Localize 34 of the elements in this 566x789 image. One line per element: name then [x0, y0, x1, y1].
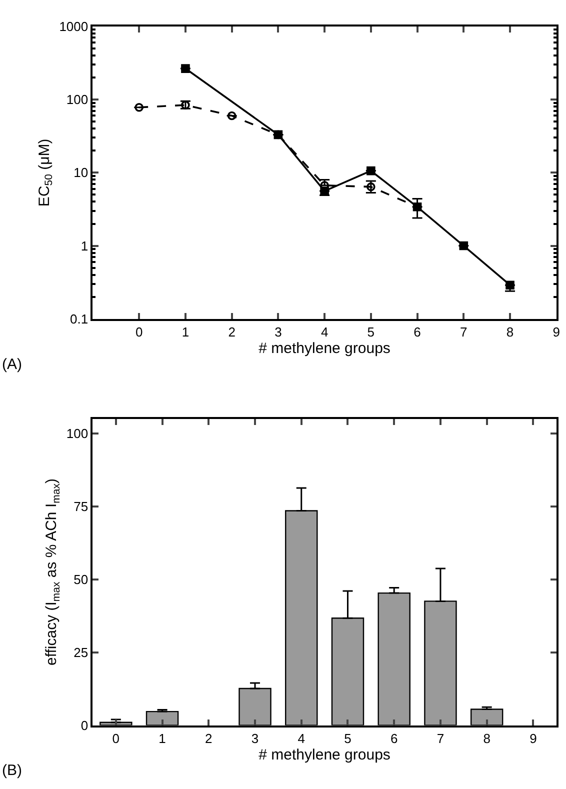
- x-tick-label: 8: [506, 324, 514, 340]
- x-tick-label: 0: [135, 324, 143, 340]
- y-tick-label: 10: [74, 165, 88, 180]
- x-tick-label: 9: [552, 324, 560, 340]
- y-tick-label: 100: [66, 92, 88, 108]
- x-tick-label: 5: [367, 324, 375, 340]
- x-tick-label: 2: [228, 324, 236, 340]
- x-tick-label: 7: [460, 324, 468, 340]
- x-tick-label: 4: [298, 730, 305, 746]
- y-tick-label: 0: [80, 718, 88, 733]
- y-tick-label: 1000: [59, 18, 88, 34]
- y-tick-label: 100: [66, 426, 88, 441]
- x-tick-label: 4: [320, 324, 328, 340]
- x-tick-label: 1: [158, 730, 166, 746]
- x-tick-label: 3: [274, 324, 282, 340]
- y-tick-label: 25: [74, 644, 88, 660]
- y-tick-label: 75: [74, 498, 88, 514]
- x-tick-label: 2: [205, 730, 212, 746]
- x-tick-label: 9: [530, 730, 537, 746]
- x-tick-label: 5: [344, 730, 352, 746]
- x-tick-label: 6: [414, 324, 421, 340]
- text: (B): [2, 762, 22, 779]
- y-tick-label: 50: [74, 572, 88, 587]
- text: (A): [2, 356, 22, 373]
- x-tick-label: 7: [436, 730, 444, 746]
- x-tick-label: 0: [112, 730, 120, 746]
- x-axis-title: # methylene groups: [258, 340, 390, 358]
- x-axis-title: # methylene groups: [258, 746, 390, 764]
- x-tick-label: 1: [182, 324, 190, 340]
- y-tick-label: 1: [80, 238, 88, 254]
- x-tick-label: 6: [390, 730, 398, 746]
- x-tick-label: 8: [483, 730, 490, 746]
- x-tick-label: 3: [251, 730, 259, 746]
- y-tick-label: 0.1: [70, 311, 88, 326]
